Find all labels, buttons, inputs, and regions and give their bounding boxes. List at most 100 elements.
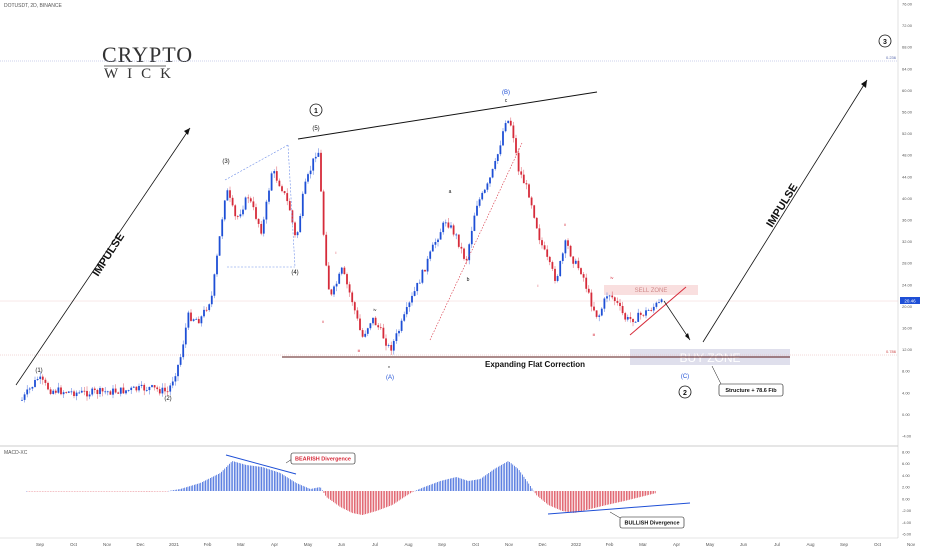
structure-callout-pointer [711,365,723,387]
time-tick: Nov [907,542,916,547]
black-v-1: v [388,364,390,369]
candle-body [504,123,507,132]
candle-body [288,201,291,211]
macd-bar [534,491,536,494]
candle-body [249,198,252,202]
candle-body [301,193,304,216]
candle-body [637,312,640,322]
macd-bar [326,491,328,498]
macd-bar [371,491,373,513]
candle-body [444,222,447,224]
macd-bar [181,488,182,491]
candle-body [117,392,120,394]
candle-body [629,317,632,319]
candle-body [44,379,47,383]
candle-body [507,120,510,124]
candle-body [468,244,471,261]
macd-bar [504,463,506,491]
macd-bar [194,484,195,491]
candle-body [70,391,73,393]
price-tick: 28.00 [902,261,913,266]
candle-body [564,240,567,254]
candle-body [595,310,598,317]
price-tick: 12.00 [902,347,913,352]
macd-bar [320,487,322,491]
candle-body [213,274,216,296]
b-wave-trendline [429,142,523,341]
candle-body [574,260,577,264]
macd-bar [422,487,424,491]
macd-bar [589,491,590,510]
macd-bar [638,491,640,498]
macd-bar [459,478,461,491]
macd-bar [261,466,262,491]
macd-bar [410,491,411,494]
wave-3-label: (3) [222,159,229,165]
candle-body [416,282,419,292]
macd-bar [218,474,219,491]
candle-body [535,217,538,229]
candle-body [439,232,442,240]
macd-bar [213,476,214,491]
macd-bar [301,485,302,491]
macd-bar [374,491,376,512]
candle-body [455,234,458,236]
macd-bar [344,491,346,510]
candle-body [158,389,161,394]
candle-body [23,394,26,400]
macd-bar [242,463,243,491]
macd-bar [478,479,480,491]
macd-tick: 8.00 [902,450,911,455]
macd-bar [600,491,602,507]
candle-body [606,296,608,299]
candle-body [62,392,65,395]
candle-body [320,152,322,192]
price-tick: 8.00 [902,369,911,374]
macd-bar [296,483,298,491]
candle-body [65,392,68,393]
time-tick: Sep [438,542,447,547]
time-tick: Nov [103,542,112,547]
macd-bar [523,476,525,491]
candle-body [650,310,653,311]
macd-bar [470,480,472,491]
macd-bar [432,483,434,491]
candle-body [408,302,411,308]
candle-body [382,327,385,339]
candle-body [273,171,276,174]
candle-body [655,302,658,307]
candle-body [621,305,624,314]
candle-body [174,376,177,382]
macd-bar [512,464,514,491]
macd-bar [318,487,320,491]
macd-bar [541,491,542,500]
macd-bar [531,488,533,491]
current-price-value: 20.46 [904,299,916,304]
macd-bar [590,491,592,509]
macd-bar [462,479,464,491]
candle-body [39,376,42,380]
macd-bar [416,490,418,491]
candle-body [491,168,494,178]
macd-bar [419,488,421,491]
macd-bar [536,491,538,496]
macd-bar [362,491,363,515]
macd-bar [389,491,390,507]
macd-bar [522,474,523,491]
macd-bar [565,491,566,512]
macd-bar [635,491,637,499]
price-tick: 20.00 [902,304,913,309]
time-tick: Apr [673,542,681,547]
price-tick: 60.00 [902,88,913,93]
candle-body [309,170,312,175]
candle-body [582,274,585,278]
price-tick: 72.00 [902,23,913,28]
candle-body [34,380,36,387]
macd-bar [307,487,309,491]
macd-bar [434,483,435,491]
wave-2-label: (2) [164,396,171,402]
macd-bar [586,491,587,510]
candle-body [31,386,34,389]
time-tick: Jul [372,542,378,547]
candle-body [239,214,242,217]
